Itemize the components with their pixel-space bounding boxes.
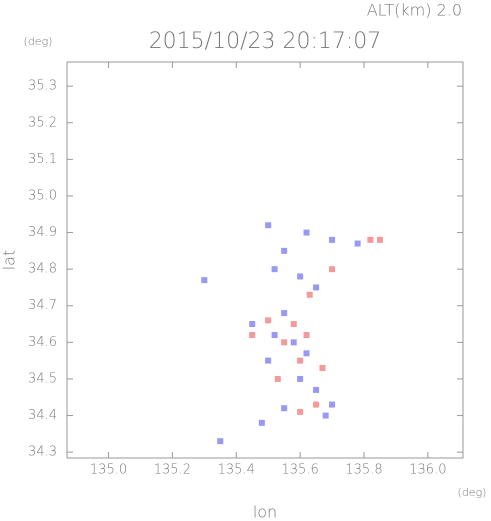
echo-cell [367,236,374,243]
echo-cell [329,401,336,408]
y-tick-label: 34.6 [28,335,57,350]
y-tick-label: 35.3 [28,79,57,94]
x-label: lon [253,503,277,521]
echo-cell [281,405,288,412]
echo-cell [303,350,310,357]
echo-cell [297,408,304,415]
y-tick-label: 34.3 [28,445,57,460]
x-tick-label: 135.6 [282,463,319,478]
y-tick-label: 34.9 [28,225,57,240]
echo-cell [281,247,288,254]
echo-cell [249,332,256,339]
echo-cell [281,310,288,317]
echo-cell [303,332,310,339]
y-tick-label: 35.1 [28,152,57,167]
x-tick-label: 135.2 [154,463,191,478]
echo-cell [274,375,281,382]
echo-cell [297,273,304,280]
x-tick-label: 136.0 [409,463,446,478]
y-unit: (deg) [24,35,53,48]
chart-title: 2015/10/23 20:17:07 [149,29,382,54]
echo-cell [306,291,313,298]
echo-cell [271,332,278,339]
echo-cell [354,240,361,247]
echo-cell [376,236,383,243]
echo-cell [313,401,320,408]
echo-cell [258,419,265,426]
y-tick-label: 34.5 [28,371,57,386]
x-tick-label: 135.0 [90,463,127,478]
plot-frame [66,61,464,459]
y-tick-label: 34.8 [28,262,57,277]
echo-cell [329,266,336,273]
echo-cell [271,266,278,273]
echo-cell [201,277,208,284]
x-tick-label: 135.8 [345,463,382,478]
echo-cell [319,364,326,371]
echo-cell [290,339,297,346]
echo-cell [297,375,304,382]
echo-cell [297,357,304,364]
y-tick-label: 35.2 [28,115,57,130]
echo-cell [313,284,320,291]
echo-cell [217,438,224,445]
y-tick-label: 34.7 [28,298,57,313]
echo-cell [329,236,336,243]
echo-cell [265,222,272,229]
x-tick-label: 135.4 [218,463,255,478]
x-unit: (deg) [458,486,487,499]
echo-cell [249,321,256,328]
echo-cell [322,412,329,419]
y-tick-label: 35.0 [28,188,57,203]
echo-cell [265,357,272,364]
echo-cell [313,386,320,393]
y-label: lat [0,250,19,271]
y-tick-label: 34.4 [28,408,57,423]
echo-cell [303,229,310,236]
altitude: ALT(km) 2.0 [367,1,462,20]
echo-cell [281,339,288,346]
echo-cell [265,317,272,324]
echo-cell [290,321,297,328]
